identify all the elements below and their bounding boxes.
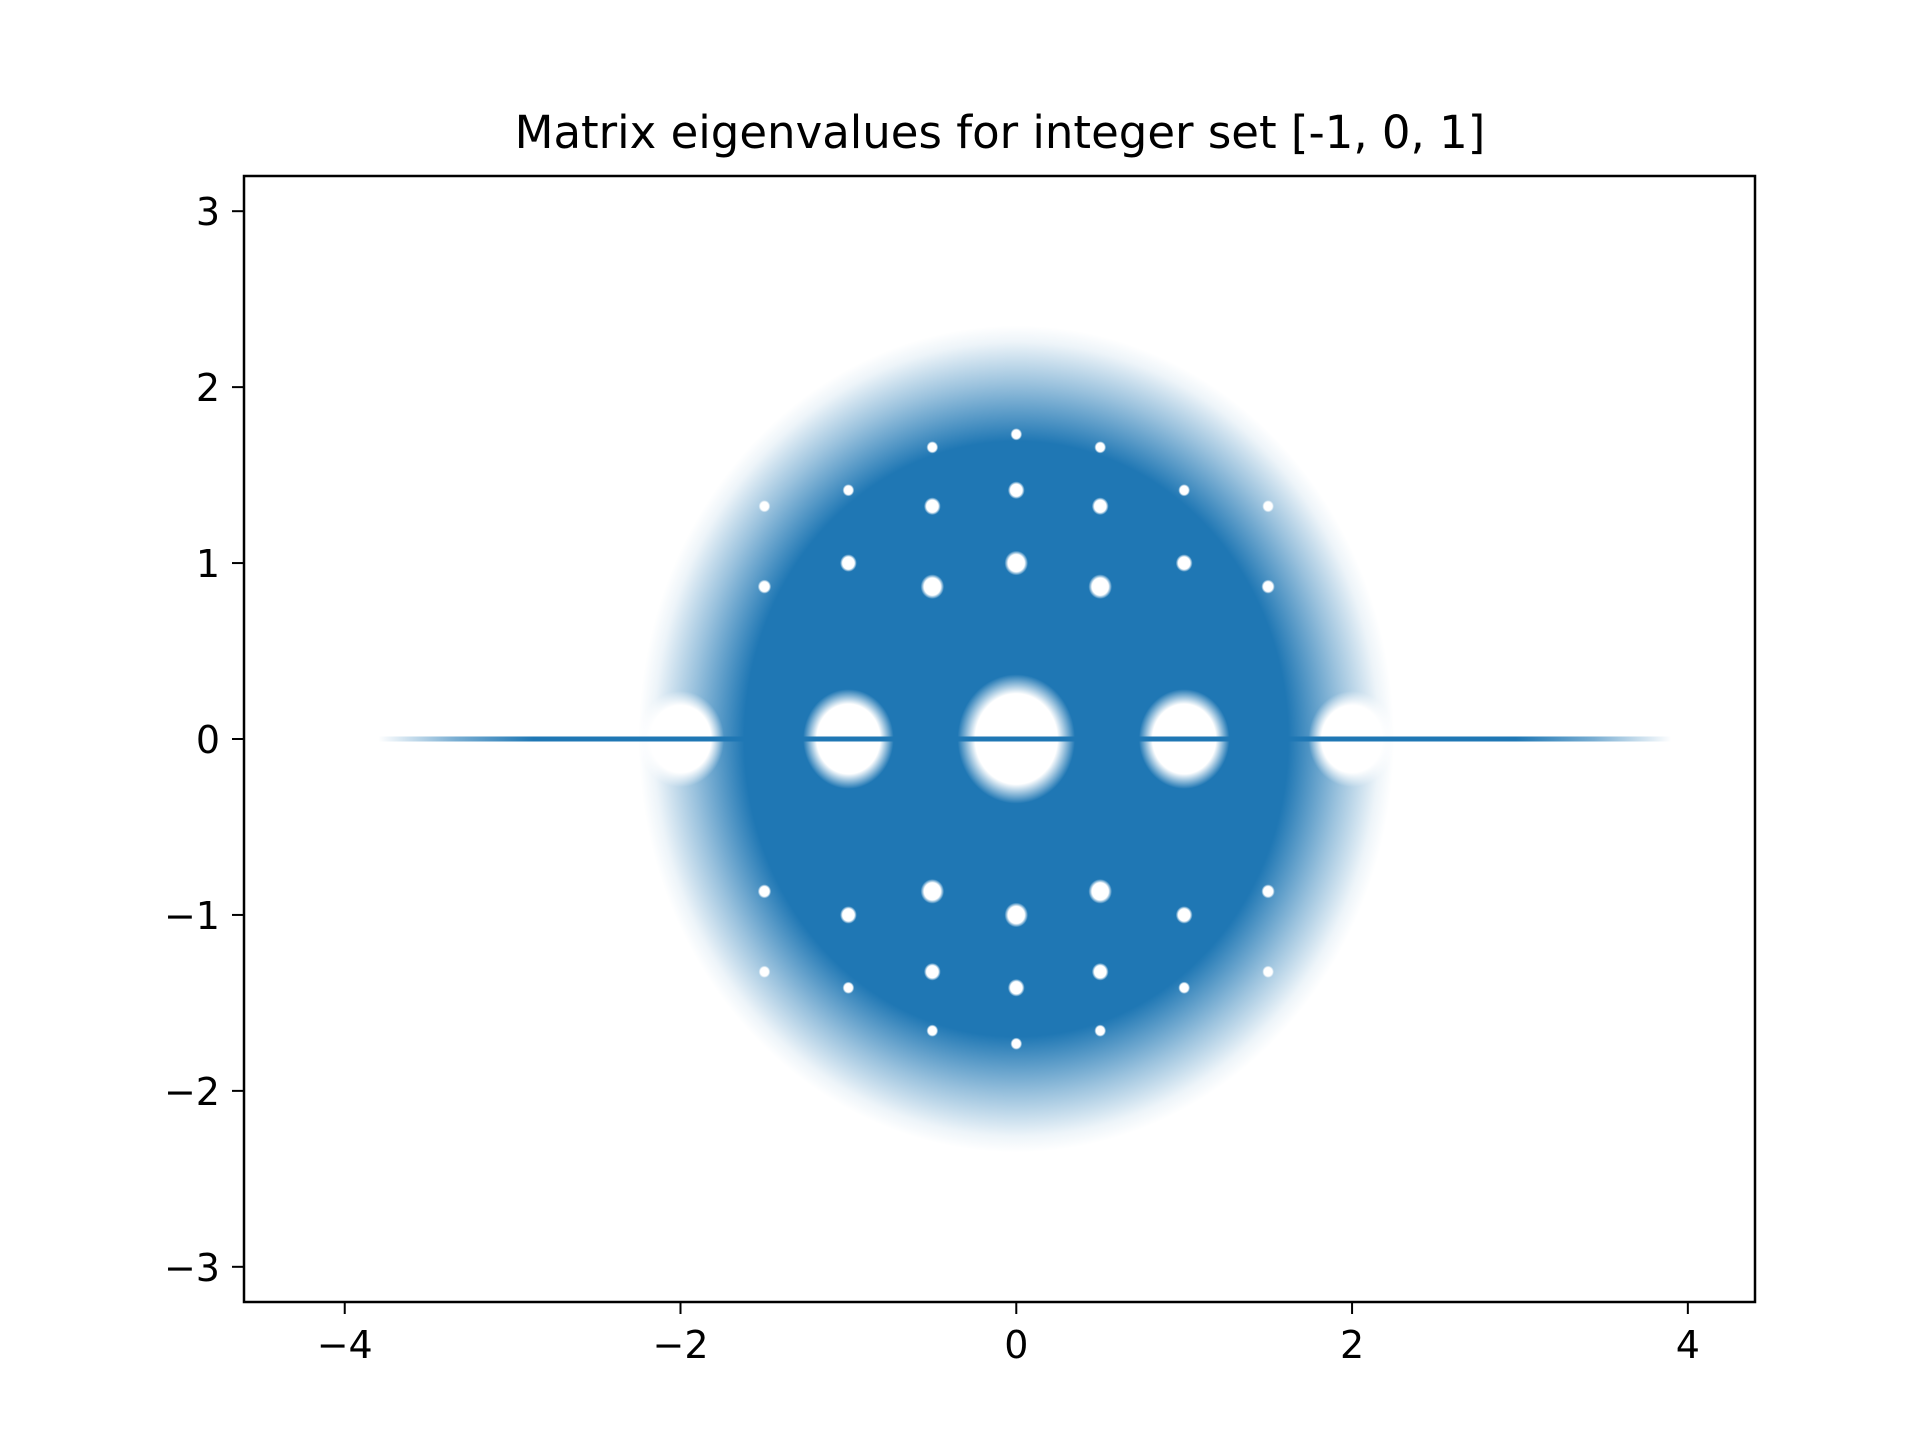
eigenvalue-hole-33 <box>1094 1024 1107 1037</box>
x-tick-label: 2 <box>1340 1323 1364 1367</box>
eigenvalue-hole-23 <box>923 962 941 981</box>
y-tick-label: 3 <box>196 190 220 234</box>
eigenvalue-hole-4 <box>1175 554 1193 572</box>
eigenvalue-hole-27 <box>757 884 772 899</box>
eigenvalue-hole-28 <box>1261 884 1275 899</box>
eigenvalue-hole-20 <box>840 906 857 924</box>
eigenvalue-hole-7 <box>1091 497 1109 516</box>
eigenvalue-hole-3 <box>840 554 857 572</box>
eigenvalue-hole-13 <box>1262 500 1274 513</box>
eigenvalue-hole-14 <box>1010 428 1023 441</box>
eigenvalue-hole-25 <box>842 981 855 994</box>
eigenvalue-hole-22 <box>1007 978 1025 997</box>
eigenvalue-hole-12 <box>758 500 771 513</box>
x-tick-label: −4 <box>317 1323 373 1367</box>
plot-area <box>378 325 1672 1153</box>
y-tick-label: 1 <box>196 542 220 586</box>
eigenvalue-hole-8 <box>842 484 855 497</box>
eigenvalue-hole-15 <box>926 441 939 454</box>
chart-title: Matrix eigenvalues for integer set [-1, … <box>515 106 1486 159</box>
x-tick-label: −2 <box>652 1323 708 1367</box>
x-tick-label: 4 <box>1676 1323 1700 1367</box>
x-axis: −4 −2 0 2 4 <box>317 1302 1700 1367</box>
eigenvalue-hole-31 <box>1010 1037 1023 1050</box>
eigenvalue-hole-30 <box>1262 965 1274 978</box>
eigenvalue-hole-1 <box>920 574 945 599</box>
eigenvalue-hole-10 <box>757 579 772 594</box>
y-tick-label: 0 <box>196 718 220 762</box>
eigenvalue-hole-18 <box>920 879 945 904</box>
eigenvalue-hole-26 <box>1178 981 1191 994</box>
eigenvalue-hole-29 <box>758 965 771 978</box>
y-tick-label: −3 <box>164 1246 220 1290</box>
eigenvalue-hole-11 <box>1261 579 1275 594</box>
eigenvalue-hole-6 <box>923 497 941 516</box>
y-tick-label: −1 <box>164 894 220 938</box>
x-tick-label: 0 <box>1004 1323 1028 1367</box>
eigenvalue-hole-0 <box>1004 550 1029 576</box>
eigenvalue-hole-16 <box>1094 441 1107 454</box>
y-axis: −3 −2 −1 0 1 2 3 <box>164 190 244 1290</box>
y-tick-label: −2 <box>164 1070 220 1114</box>
eigenvalue-hole-17 <box>1004 902 1029 928</box>
y-tick-label: 2 <box>196 366 220 410</box>
eigenvalue-hole-32 <box>926 1024 939 1037</box>
eigenvalue-hole-2 <box>1088 574 1112 599</box>
real-eigenvalue-band <box>378 736 1672 742</box>
eigenvalue-hole-9 <box>1178 484 1191 497</box>
eigenvalue-hole-19 <box>1088 879 1112 904</box>
eigenvalue-hole-5 <box>1007 481 1025 500</box>
eigenvalue-hole-21 <box>1175 906 1193 924</box>
eigenvalue-hole-24 <box>1091 962 1109 981</box>
